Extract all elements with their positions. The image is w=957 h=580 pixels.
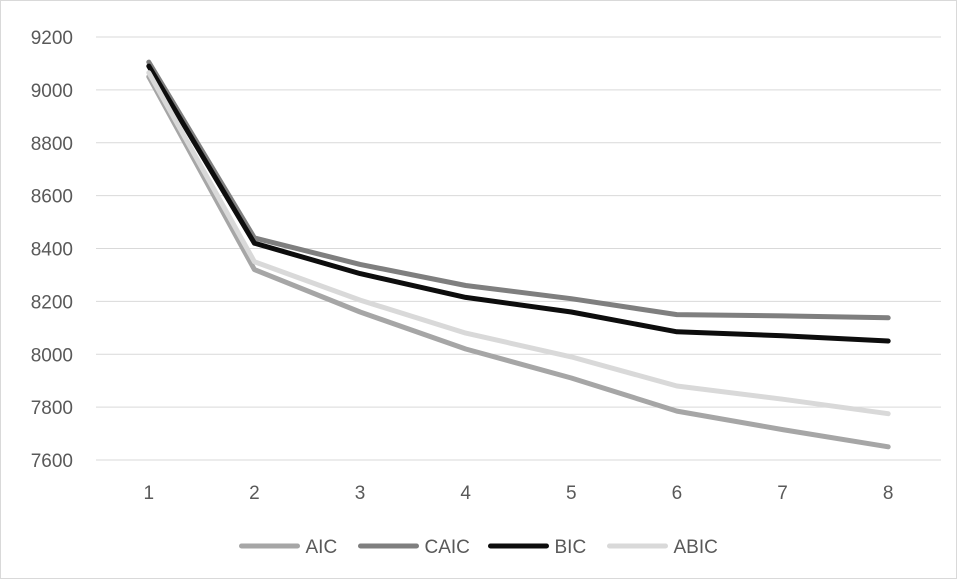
x-tick-label: 3 — [355, 483, 366, 504]
y-tick-label: 8800 — [31, 134, 73, 155]
x-tick-label: 5 — [566, 483, 577, 504]
x-tick-label: 2 — [249, 483, 260, 504]
y-tick-label: 9200 — [31, 28, 73, 49]
y-tick-label: 9000 — [31, 81, 73, 102]
y-tick-label: 8600 — [31, 187, 73, 208]
x-tick-label: 6 — [672, 483, 683, 504]
series-line-bic — [149, 66, 888, 341]
legend-label-caic: CAIC — [425, 537, 470, 558]
x-tick-label: 4 — [460, 483, 471, 504]
y-tick-label: 8200 — [31, 292, 73, 313]
series-line-caic — [149, 62, 888, 318]
x-tick-label: 7 — [777, 483, 788, 504]
y-tick-label: 8000 — [31, 345, 73, 366]
x-tick-label: 1 — [144, 483, 155, 504]
legend-label-aic: AIC — [306, 537, 338, 558]
y-tick-label: 7800 — [31, 398, 73, 419]
legend-label-abic: ABIC — [674, 537, 718, 558]
legend-label-bic: BIC — [555, 537, 587, 558]
y-tick-label: 8400 — [31, 240, 73, 261]
y-tick-label: 7600 — [31, 451, 73, 472]
x-tick-label: 8 — [883, 483, 894, 504]
